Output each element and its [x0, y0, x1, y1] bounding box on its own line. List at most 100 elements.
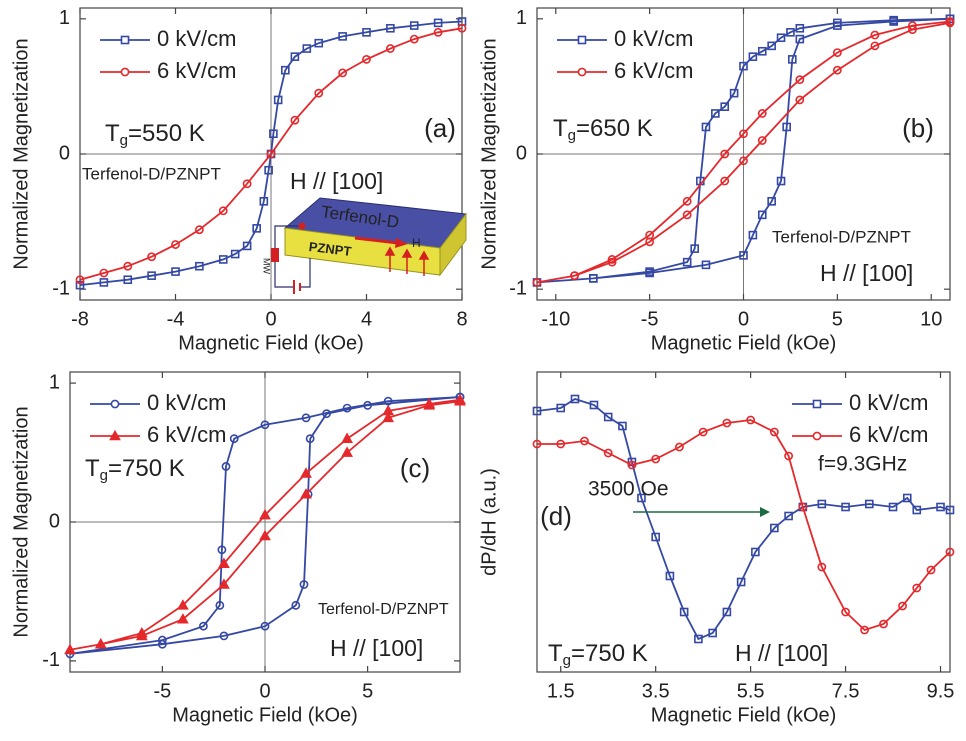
data-point: [888, 502, 898, 512]
y-tick-label: 0: [59, 142, 70, 164]
series-line: [537, 419, 951, 632]
series-line: [69, 396, 461, 655]
data-point: [748, 52, 758, 61]
data-point: [99, 278, 109, 287]
data-point: [218, 557, 230, 568]
data-point: [341, 432, 353, 443]
inset-field-arrow: [354, 236, 399, 245]
data-point: [580, 436, 589, 446]
data-point: [711, 109, 720, 118]
data-point: [290, 115, 300, 125]
data-point: [645, 237, 655, 247]
temperature-symbol: T: [85, 455, 100, 482]
temperature-value: =750 K: [108, 455, 185, 482]
data-point: [457, 23, 467, 33]
data-point: [748, 230, 758, 240]
data-point: [898, 601, 907, 611]
data-point: [362, 54, 371, 64]
data-point: [194, 225, 204, 235]
data-point: [259, 529, 271, 541]
data-point: [637, 493, 646, 503]
data-point: [252, 224, 261, 233]
legend-label: 0 kV/cm: [614, 26, 693, 51]
data-point: [908, 21, 917, 30]
data-point: [301, 413, 311, 423]
data-point: [75, 280, 85, 290]
data-point: [570, 394, 580, 404]
data-point: [218, 206, 228, 216]
data-point: [454, 395, 466, 406]
data-point: [817, 499, 827, 509]
x-tick-label: 10: [920, 308, 942, 330]
data-point: [199, 621, 208, 631]
data-point: [385, 44, 395, 53]
temperature-label: Tg=650 K: [553, 115, 653, 144]
temperature-value: =750 K: [571, 640, 648, 667]
data-point: [171, 267, 180, 276]
data-point: [864, 499, 874, 509]
legend-label: 6 kV/cm: [849, 422, 928, 447]
data-point: [157, 635, 167, 645]
data-point: [645, 268, 654, 278]
data-point: [299, 580, 309, 589]
legend-label: 0 kV/cm: [849, 390, 928, 415]
data-point: [618, 421, 627, 431]
legend-marker: [109, 429, 121, 441]
annotation: Terfenol-D/PZNPT: [82, 164, 221, 183]
data-point: [945, 547, 955, 557]
data-point: [729, 88, 739, 98]
data-point: [788, 55, 797, 64]
data-point: [945, 18, 955, 28]
data-point: [769, 427, 779, 437]
data-point: [722, 418, 732, 428]
inset-field-label: H: [412, 236, 421, 250]
data-point: [273, 95, 283, 105]
y-tick-label: 1: [49, 371, 60, 393]
data-point: [157, 639, 167, 649]
data-point: [786, 28, 795, 37]
data-point: [746, 415, 756, 425]
data-point: [757, 210, 767, 220]
legend-marker: [577, 67, 587, 77]
data-point: [230, 249, 240, 259]
x-tick-label: 1.5: [547, 680, 575, 702]
annotation: f=9.3GHz: [818, 453, 907, 476]
data-point: [266, 149, 276, 159]
data-point: [708, 628, 717, 638]
temperature-symbol: T: [553, 115, 568, 142]
series-line: [536, 20, 951, 284]
temperature-label: Tg=550 K: [105, 120, 205, 149]
x-axis-label: Magnetic Field (kOe): [651, 332, 837, 354]
data-point: [767, 197, 776, 206]
data-point: [218, 578, 230, 589]
data-point: [757, 109, 767, 118]
legend-label: 6 kV/cm: [614, 58, 693, 83]
data-point: [147, 252, 157, 262]
data-point: [322, 409, 331, 419]
data-point: [889, 17, 898, 26]
panel-label: (b): [902, 113, 934, 143]
plot-frame: [536, 371, 951, 673]
data-point: [736, 577, 746, 587]
inset-field-arrowhead: [395, 238, 408, 248]
data-point: [341, 446, 353, 457]
temperature-symbol: T: [105, 120, 120, 147]
data-point: [532, 278, 542, 287]
x-tick-label: 3.5: [642, 680, 670, 702]
data-point: [682, 257, 692, 267]
x-tick-label: 5: [362, 680, 373, 702]
temperature-label: Tg=750 K: [548, 640, 648, 669]
panel-label: (c): [400, 453, 430, 483]
data-point: [841, 607, 850, 617]
data-point: [242, 179, 252, 189]
temperature-value: =650 K: [576, 115, 653, 142]
inset-side-face: [439, 212, 467, 277]
legend-label: 6 kV/cm: [147, 422, 226, 447]
temperature-symbol: T: [548, 640, 563, 667]
data-point: [302, 44, 312, 53]
data-point: [776, 33, 786, 43]
temperature-subscript: g: [120, 132, 128, 149]
y-tick-label: -1: [42, 649, 60, 671]
inset-source-label: MW: [262, 258, 272, 274]
panel-label: (d): [540, 501, 572, 531]
